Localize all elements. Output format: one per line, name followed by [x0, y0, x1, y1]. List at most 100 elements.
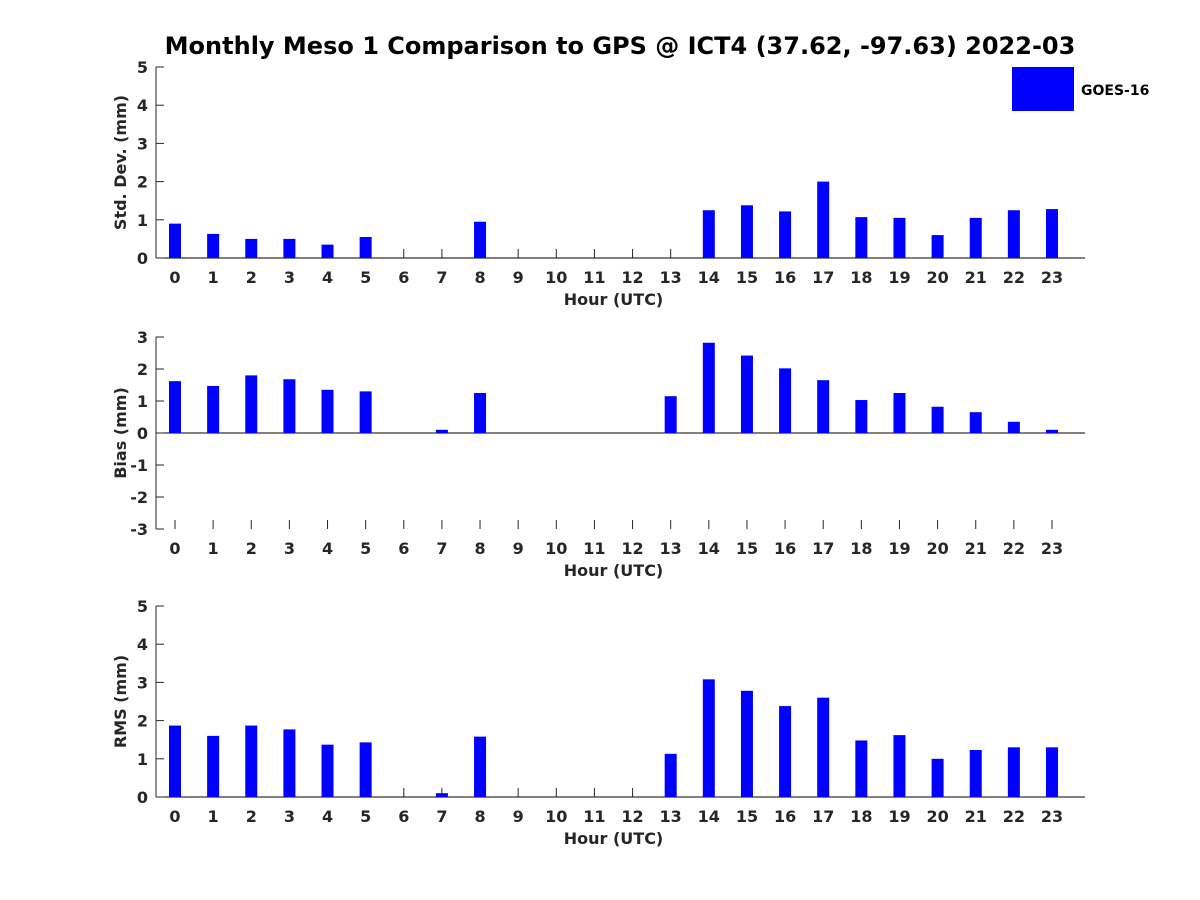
bar [207, 385, 220, 433]
x-tick-label: 0 [169, 539, 180, 558]
x-tick-label: 10 [545, 539, 567, 558]
bar [474, 221, 487, 258]
legend-label: GOES-16 [1081, 83, 1149, 99]
y-tick-label: 3 [137, 134, 148, 153]
bar [931, 235, 944, 258]
x-tick-label: 15 [736, 268, 758, 287]
x-tick-label: 20 [926, 539, 948, 558]
x-tick-label: 19 [888, 268, 910, 287]
y-tick-label: -3 [130, 520, 148, 539]
bar [969, 750, 982, 797]
bar [474, 736, 487, 797]
bar [435, 793, 448, 797]
x-tick-label: 14 [698, 807, 720, 826]
bar [359, 236, 372, 258]
bar [702, 679, 715, 797]
x-tick-label: 12 [621, 268, 643, 287]
x-tick-label: 9 [513, 268, 524, 287]
x-tick-label: 6 [398, 807, 409, 826]
y-tick-label: 5 [137, 597, 148, 616]
x-tick-label: 8 [474, 539, 485, 558]
x-tick-label: 9 [513, 539, 524, 558]
x-tick-label: 3 [284, 268, 295, 287]
x-tick-label: 4 [322, 807, 333, 826]
chart-title: Monthly Meso 1 Comparison to GPS @ ICT4 … [165, 32, 1076, 60]
x-tick-label: 7 [436, 539, 447, 558]
bar [779, 706, 792, 797]
x-tick-label: 9 [513, 807, 524, 826]
y-tick-label: 0 [137, 249, 148, 268]
x-tick-label: 22 [1003, 539, 1025, 558]
y-tick-label: 0 [137, 424, 148, 443]
bar [931, 758, 944, 797]
bar [1045, 209, 1058, 258]
x-tick-label: 17 [812, 539, 834, 558]
x-tick-label: 23 [1041, 539, 1063, 558]
x-tick-label: 1 [208, 539, 219, 558]
x-tick-label: 3 [284, 539, 295, 558]
legend: GOES-16 [1012, 67, 1149, 111]
x-tick-label: 21 [965, 268, 987, 287]
bar [1007, 747, 1020, 797]
y-tick-label: 0 [137, 788, 148, 807]
x-tick-label: 11 [583, 807, 605, 826]
y-tick-label: 4 [137, 635, 148, 654]
y-tick-label: 3 [137, 328, 148, 347]
y-axis-label: Std. Dev. (mm) [111, 95, 130, 230]
bar [702, 210, 715, 258]
x-tick-label: 5 [360, 807, 371, 826]
x-tick-label: 23 [1041, 268, 1063, 287]
x-tick-label: 13 [660, 807, 682, 826]
x-tick-label: 16 [774, 539, 796, 558]
bar [283, 379, 296, 433]
x-tick-label: 18 [850, 807, 872, 826]
bar [1007, 421, 1020, 433]
bar [855, 740, 868, 797]
bar [740, 205, 753, 258]
legend-swatch [1012, 67, 1074, 111]
y-axis-label: Bias (mm) [111, 387, 130, 479]
bar [245, 375, 258, 433]
y-tick-label: -2 [130, 488, 148, 507]
x-tick-label: 13 [660, 539, 682, 558]
x-tick-label: 5 [360, 268, 371, 287]
x-tick-label: 16 [774, 807, 796, 826]
bar [1007, 210, 1020, 258]
y-tick-label: 2 [137, 360, 148, 379]
x-tick-label: 13 [660, 268, 682, 287]
x-tick-label: 12 [621, 807, 643, 826]
bar [245, 725, 258, 797]
x-tick-label: 2 [246, 807, 257, 826]
bar [169, 223, 181, 258]
bar [283, 729, 296, 797]
y-axis-label: RMS (mm) [111, 655, 130, 748]
x-tick-label: 19 [888, 807, 910, 826]
x-tick-label: 20 [926, 268, 948, 287]
bar [702, 342, 715, 433]
y-tick-label: 2 [137, 712, 148, 731]
x-tick-label: 12 [621, 539, 643, 558]
bar [855, 217, 868, 258]
bar [435, 429, 448, 433]
bar [359, 742, 372, 797]
x-axis-label: Hour (UTC) [564, 829, 664, 848]
x-tick-label: 21 [965, 807, 987, 826]
bar [169, 381, 181, 433]
x-tick-label: 2 [246, 268, 257, 287]
bar [740, 690, 753, 797]
bar [321, 744, 334, 797]
y-tick-label: 4 [137, 96, 148, 115]
bar [283, 238, 296, 258]
x-axis-label: Hour (UTC) [564, 290, 664, 309]
bar [169, 725, 181, 797]
y-tick-label: 5 [137, 58, 148, 77]
x-tick-label: 22 [1003, 268, 1025, 287]
x-tick-label: 4 [322, 268, 333, 287]
x-tick-label: 5 [360, 539, 371, 558]
x-tick-label: 0 [169, 807, 180, 826]
x-tick-label: 3 [284, 807, 295, 826]
x-tick-label: 7 [436, 807, 447, 826]
x-tick-label: 4 [322, 539, 333, 558]
